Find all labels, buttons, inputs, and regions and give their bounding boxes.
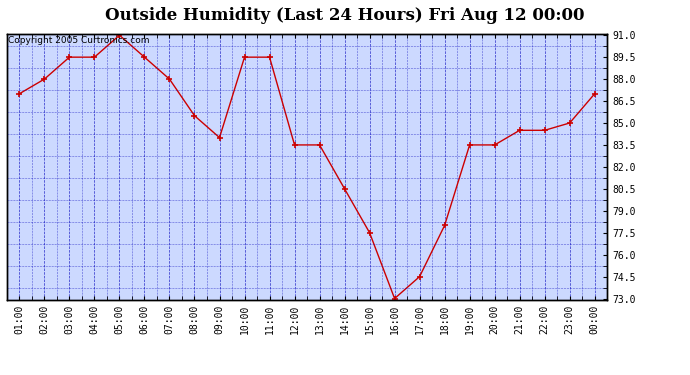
Text: Copyright 2005 Curtronics.com: Copyright 2005 Curtronics.com: [8, 36, 150, 45]
Text: Outside Humidity (Last 24 Hours) Fri Aug 12 00:00: Outside Humidity (Last 24 Hours) Fri Aug…: [106, 8, 584, 24]
